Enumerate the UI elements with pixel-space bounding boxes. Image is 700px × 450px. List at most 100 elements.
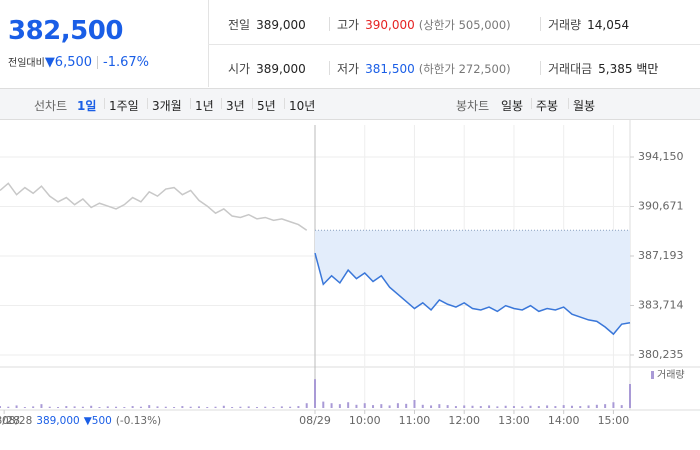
volume-bar bbox=[554, 406, 557, 408]
period-button[interactable]: 3개월 bbox=[152, 99, 182, 113]
volume-bar bbox=[372, 405, 375, 408]
volume-bar bbox=[338, 404, 341, 408]
volume-bar bbox=[148, 405, 151, 408]
separator bbox=[147, 98, 148, 109]
volume-bar bbox=[181, 406, 184, 408]
volume-bar bbox=[479, 406, 482, 408]
y-tick-label: 390,671 bbox=[638, 200, 684, 213]
info-line: 08/28 389,000 ▼500 (-0.13%) bbox=[2, 415, 161, 427]
chart: 394,150 390,671 387,193 383,714 380,235 08/28… bbox=[0, 120, 700, 427]
volume-bar bbox=[131, 406, 134, 408]
volume-bar bbox=[529, 405, 532, 408]
volume-bar bbox=[32, 406, 35, 408]
separator bbox=[284, 98, 285, 109]
volume-bar bbox=[504, 405, 507, 408]
volume-bar bbox=[73, 406, 76, 408]
period-button[interactable]: 1년 bbox=[195, 99, 214, 113]
candle-button[interactable]: 일봉 bbox=[501, 99, 524, 113]
volume-bar bbox=[388, 405, 391, 408]
volume-bar bbox=[363, 403, 366, 408]
volume-bar bbox=[48, 406, 51, 408]
volume-bar bbox=[595, 404, 598, 408]
change-label: 전일대비 bbox=[8, 58, 45, 69]
x-tick-label: 12:00 bbox=[448, 414, 480, 427]
volume-bar bbox=[496, 406, 499, 408]
stat-note: (하한가 272,500) bbox=[418, 62, 511, 76]
stat: 시가 389,000 bbox=[228, 60, 306, 77]
volume-bar bbox=[197, 406, 200, 408]
volume-bar bbox=[40, 404, 43, 408]
volume-bar bbox=[347, 402, 350, 408]
volume-bar bbox=[239, 406, 242, 408]
stat-label: 거래대금 bbox=[548, 62, 593, 76]
volume-bar bbox=[106, 406, 109, 408]
line-chart-label: 선차트 bbox=[34, 99, 68, 113]
volume-bar bbox=[521, 406, 524, 408]
volume-bar bbox=[164, 406, 167, 408]
separator bbox=[104, 98, 105, 109]
period-button[interactable]: 5년 bbox=[257, 99, 276, 113]
price-line bbox=[314, 252, 631, 336]
separator bbox=[190, 98, 191, 109]
volume-bar bbox=[206, 407, 209, 408]
volume-bar bbox=[488, 405, 491, 408]
change: ▼6,500 bbox=[44, 55, 93, 70]
separator bbox=[568, 98, 569, 109]
change-rate: -1.67% bbox=[103, 55, 150, 70]
stat-value: 5,385 백만 bbox=[598, 62, 659, 76]
volume-bar bbox=[546, 405, 549, 408]
stat: 거래대금 5,385 백만 bbox=[548, 60, 658, 77]
stat: 저가 381,500 (하한가 272,500) bbox=[337, 60, 511, 77]
candle-button[interactable]: 주봉 bbox=[536, 99, 559, 113]
stat-value: 389,000 bbox=[256, 62, 306, 76]
separator bbox=[97, 56, 99, 69]
volume-bar bbox=[280, 406, 283, 408]
y-tick-label: 394,150 bbox=[638, 150, 684, 163]
volume-bar bbox=[579, 406, 582, 408]
volume-bar bbox=[7, 406, 10, 408]
stat-label: 시가 bbox=[228, 62, 251, 76]
info-price: 389,000 bbox=[36, 415, 79, 427]
stat-label: 저가 bbox=[337, 62, 360, 76]
stat-value: 14,054 bbox=[587, 18, 630, 32]
x-tick-label: 11:00 bbox=[399, 414, 431, 427]
y-tick-label: 380,235 bbox=[638, 348, 684, 361]
price-line bbox=[0, 182, 308, 231]
volume-bar bbox=[629, 384, 631, 408]
stat: 전일 389,000 bbox=[228, 16, 306, 33]
volume-bar bbox=[322, 401, 325, 408]
x-tick-label: 10:00 bbox=[349, 414, 381, 427]
period-button[interactable]: 1일 bbox=[77, 99, 97, 113]
volume-bar bbox=[98, 407, 101, 408]
volume-bar bbox=[396, 403, 399, 408]
separator bbox=[329, 17, 330, 31]
period-button[interactable]: 3년 bbox=[226, 99, 245, 113]
volume-bar bbox=[438, 404, 441, 408]
y-tick-label: 383,714 bbox=[638, 298, 684, 311]
stat-value: 389,000 bbox=[256, 18, 306, 32]
volume-bar bbox=[446, 405, 449, 408]
volume-bar bbox=[247, 406, 250, 408]
period-button[interactable]: 1주일 bbox=[109, 99, 139, 113]
volume-bar bbox=[405, 403, 408, 408]
stat: 고가 390,000 (상한가 505,000) bbox=[337, 16, 511, 33]
separator bbox=[531, 98, 532, 109]
volume-bar bbox=[570, 405, 573, 408]
volume-bar bbox=[314, 379, 316, 408]
change-line: 전일대비▼6,500 -1.67% bbox=[8, 54, 149, 70]
stat-label: 거래량 bbox=[548, 18, 582, 32]
volume-bar bbox=[214, 406, 217, 408]
volume-bar bbox=[305, 403, 308, 408]
volume-label: 거래량 bbox=[657, 369, 685, 381]
volume-bar bbox=[421, 404, 424, 408]
volume-bar bbox=[189, 406, 192, 408]
candle-button[interactable]: 월봉 bbox=[573, 99, 596, 113]
period-button[interactable]: 10년 bbox=[289, 99, 316, 113]
x-tick-label: 08/28 bbox=[0, 414, 20, 427]
volume-bar bbox=[15, 405, 18, 408]
volume-bar bbox=[587, 405, 590, 408]
separator bbox=[329, 61, 330, 75]
volume-bar bbox=[90, 405, 93, 408]
volume-bar bbox=[289, 406, 292, 408]
stat: 거래량 14,054 bbox=[548, 16, 629, 33]
